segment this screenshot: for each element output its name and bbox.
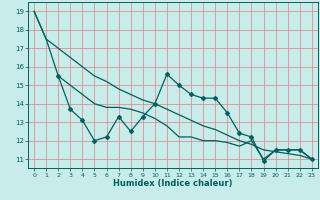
X-axis label: Humidex (Indice chaleur): Humidex (Indice chaleur) <box>113 179 233 188</box>
